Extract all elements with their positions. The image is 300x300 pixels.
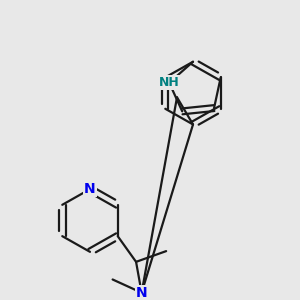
Text: N: N [136,286,147,300]
Text: NH: NH [159,76,180,89]
Text: N: N [84,182,96,196]
